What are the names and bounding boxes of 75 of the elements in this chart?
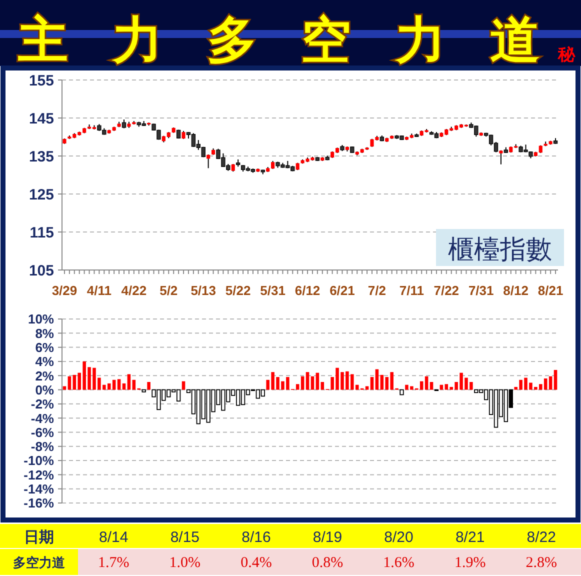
y-tick-label: -12%	[24, 467, 54, 482]
category-label: 8/20	[384, 529, 414, 546]
bar	[554, 370, 558, 390]
x-tick-label: 4/22	[121, 283, 147, 298]
x-tick-label: 4/11	[86, 283, 112, 298]
bar	[370, 377, 374, 390]
y-tick-label: -14%	[24, 482, 54, 497]
bar	[375, 369, 379, 390]
bar	[182, 381, 186, 390]
chart-subtitle: 秘	[557, 45, 576, 64]
y-tick-label: -4%	[30, 410, 54, 426]
bar	[310, 376, 314, 390]
bar	[142, 389, 146, 392]
category-label: 8/16	[242, 529, 271, 546]
y-tick-label: 115	[30, 224, 54, 242]
bar	[365, 386, 369, 390]
chart-title: 主力多空力道	[17, 12, 540, 68]
text: 多空力道	[13, 555, 66, 570]
x-tick-label: 7/31	[468, 283, 494, 298]
bar	[147, 382, 150, 390]
x-tick-label: 3/29	[52, 283, 78, 298]
bar	[306, 372, 310, 390]
y-tick-label: 8%	[35, 326, 54, 341]
x-tick-label: 7/2	[368, 283, 386, 298]
bar	[430, 382, 434, 390]
category-label: 8/21	[455, 529, 485, 546]
y-tick-label: 10%	[28, 312, 54, 327]
x-tick-label: 8/12	[503, 283, 528, 298]
category-label: 8/22	[526, 529, 556, 546]
x-tick-label: 5/2	[160, 283, 178, 298]
data-label: 1.7%	[98, 555, 130, 571]
y-tick-label: 125	[28, 186, 54, 204]
y-tick-label: -6%	[30, 424, 54, 440]
x-tick-label: 8/21	[538, 283, 564, 298]
y-tick-label: 135	[28, 148, 54, 166]
x-tick-label: 6/21	[330, 283, 355, 298]
x-tick-label: 5/22	[225, 283, 251, 298]
x-tick-label: 7/22	[434, 283, 460, 298]
y-tick-label: 4%	[35, 354, 54, 370]
annotation: 櫃檯指數	[448, 235, 552, 264]
y-tick-label: 0%	[35, 382, 54, 398]
data-label: 1.0%	[169, 555, 201, 571]
y-tick-label: 155	[28, 72, 54, 90]
data-label: 0.4%	[240, 555, 272, 571]
category-label: 8/14	[99, 529, 128, 546]
x-tick-label: 5/31	[260, 283, 286, 298]
y-tick-label: 145	[28, 110, 54, 128]
x-tick-label: 6/12	[294, 283, 320, 298]
bar	[300, 376, 304, 390]
bar	[62, 386, 66, 390]
y-tick-label: 105	[28, 262, 54, 280]
bar	[440, 384, 444, 390]
data-label: 1.6%	[383, 555, 414, 571]
bar	[424, 376, 428, 390]
y-tick-label: -10%	[24, 453, 54, 468]
text: 日期	[24, 529, 54, 546]
bar	[117, 379, 121, 390]
y-tick-label: -8%	[30, 439, 54, 454]
category-label: 8/19	[312, 529, 342, 546]
bar	[316, 372, 320, 390]
bar	[68, 376, 72, 390]
data-label: 2.8%	[526, 555, 557, 571]
y-tick-label: 6%	[35, 340, 54, 355]
y-tick-label: 2%	[35, 368, 54, 384]
bar	[122, 383, 126, 390]
x-tick-label: 5/13	[190, 283, 216, 298]
bar	[548, 376, 552, 390]
y-tick-label: -16%	[24, 496, 54, 511]
data-label: 0.8%	[312, 555, 344, 571]
data-label: 1.9%	[454, 555, 486, 571]
bar	[127, 374, 131, 390]
category-label: 8/15	[170, 529, 200, 546]
y-tick-label: -2%	[30, 396, 54, 412]
bar	[400, 389, 404, 396]
x-tick-label: 7/11	[399, 283, 424, 298]
